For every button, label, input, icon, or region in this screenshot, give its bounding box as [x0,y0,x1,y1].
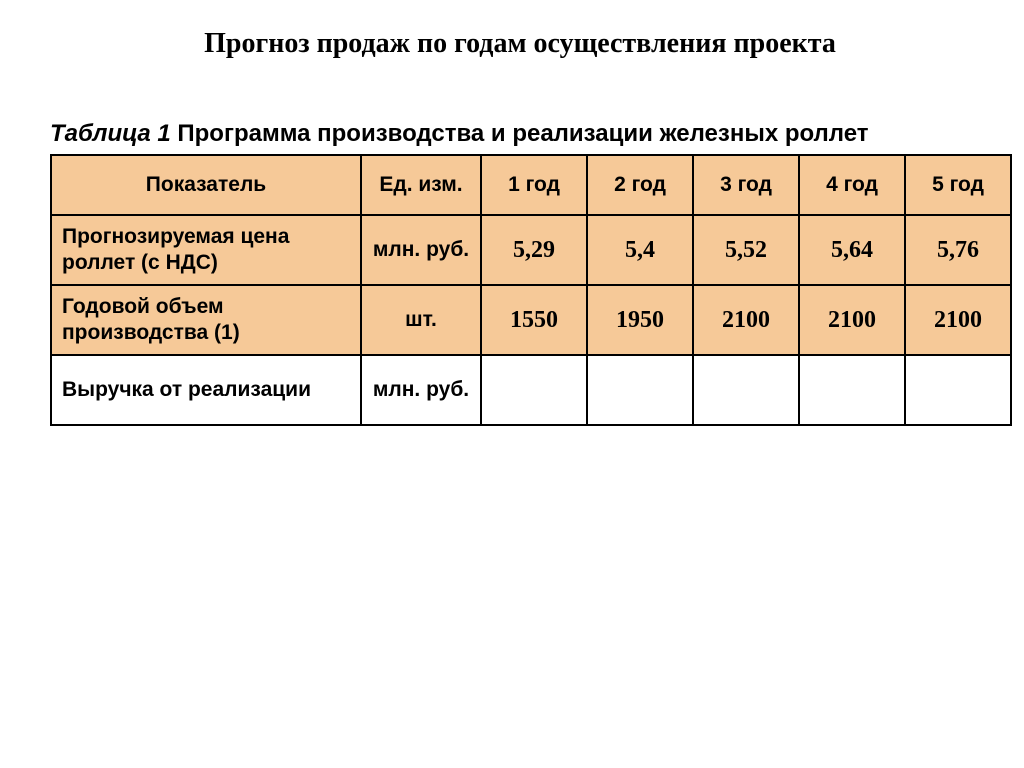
col-header-unit: Ед. изм. [361,155,481,215]
table-row: Выручка от реализации млн. руб. [51,355,1011,425]
table-caption-text: Программа производства и реализации желе… [171,120,869,147]
cell-value [587,355,693,425]
cell-value: 2100 [693,285,799,355]
row-unit: млн. руб. [361,355,481,425]
cell-value [799,355,905,425]
table-row: Прогнозируемая цена роллет (с НДС) млн. … [51,215,1011,285]
cell-value: 5,64 [799,215,905,285]
sales-forecast-table: Показатель Ед. изм. 1 год 2 год 3 год 4 … [50,154,1012,426]
row-unit: шт. [361,285,481,355]
cell-value: 1950 [587,285,693,355]
row-label: Прогнозируемая цена роллет (с НДС) [51,215,361,285]
col-header-indicator: Показатель [51,155,361,215]
row-label: Годовой объем производства (1) [51,285,361,355]
col-header-year-3: 3 год [693,155,799,215]
page: Прогноз продаж по годам осуществления пр… [0,0,1024,426]
row-label: Выручка от реализации [51,355,361,425]
cell-value [693,355,799,425]
table-row: Годовой объем производства (1) шт. 1550 … [51,285,1011,355]
cell-value: 5,4 [587,215,693,285]
row-unit: млн. руб. [361,215,481,285]
cell-value: 2100 [799,285,905,355]
col-header-year-5: 5 год [905,155,1011,215]
cell-value: 2100 [905,285,1011,355]
col-header-year-4: 4 год [799,155,905,215]
cell-value: 1550 [481,285,587,355]
cell-value: 5,76 [905,215,1011,285]
cell-value: 5,29 [481,215,587,285]
col-header-year-2: 2 год [587,155,693,215]
table-header-row: Показатель Ед. изм. 1 год 2 год 3 год 4 … [51,155,1011,215]
cell-value: 5,52 [693,215,799,285]
col-header-year-1: 1 год [481,155,587,215]
table-caption-prefix: Таблица 1 [50,120,171,147]
cell-value [481,355,587,425]
table-caption: Таблица 1 Программа производства и реали… [50,120,1024,148]
page-title: Прогноз продаж по годам осуществления пр… [110,28,930,60]
cell-value [905,355,1011,425]
